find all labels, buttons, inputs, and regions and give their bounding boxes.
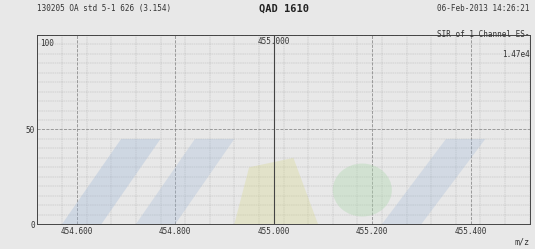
Text: 1.47e4: 1.47e4 xyxy=(502,50,530,59)
Polygon shape xyxy=(62,139,160,224)
Ellipse shape xyxy=(333,164,392,217)
Polygon shape xyxy=(136,139,234,224)
Text: 455.000: 455.000 xyxy=(257,37,290,46)
Polygon shape xyxy=(382,139,485,224)
Text: 06-Feb-2013 14:26:21: 06-Feb-2013 14:26:21 xyxy=(437,4,530,13)
Polygon shape xyxy=(234,158,318,224)
Text: 100: 100 xyxy=(40,39,54,48)
Text: 130205 OA std 5-1 626 (3.154): 130205 OA std 5-1 626 (3.154) xyxy=(37,4,172,13)
X-axis label: m/z: m/z xyxy=(515,237,530,246)
Text: SIR of 1 Channel ES-: SIR of 1 Channel ES- xyxy=(437,30,530,39)
Text: QAD 1610: QAD 1610 xyxy=(258,4,309,14)
